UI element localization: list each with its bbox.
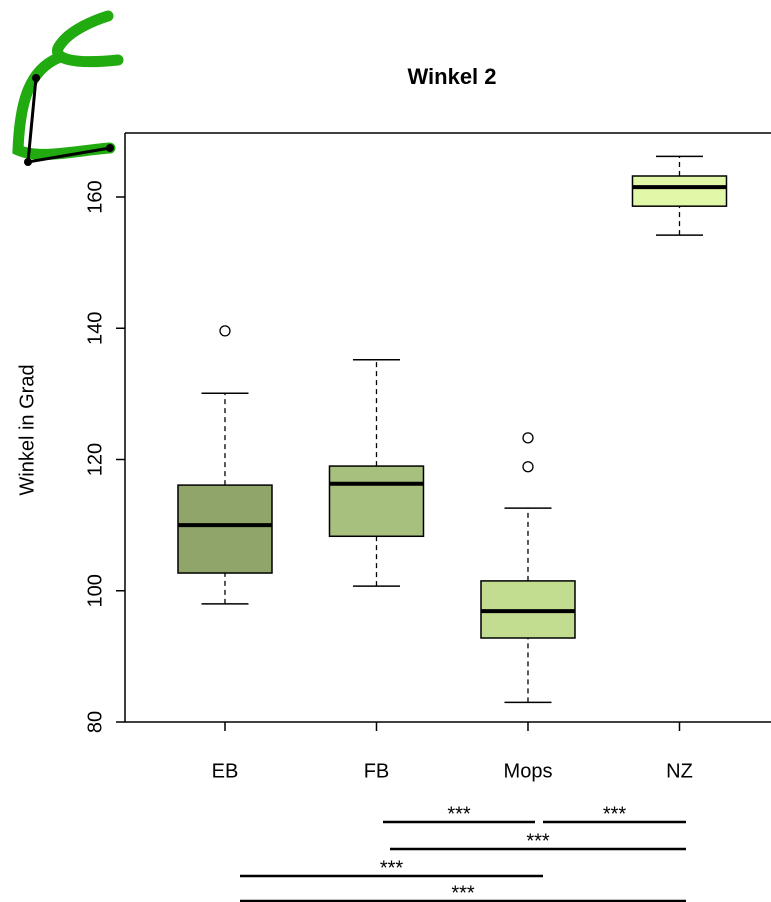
y-tick-label: 100	[84, 574, 106, 607]
y-tick-label: 160	[84, 180, 106, 213]
box	[631, 175, 728, 207]
y-tick-label: 80	[84, 711, 106, 733]
significance-label: ***	[380, 857, 404, 879]
x-tick-label: EB	[212, 760, 239, 782]
x-tick-label: NZ	[666, 760, 693, 782]
x-tick-label: Mops	[504, 760, 553, 782]
y-tick-label: 120	[84, 443, 106, 476]
significance-label: ***	[526, 830, 550, 852]
y-axis-label: Winkel in Grad	[16, 364, 38, 495]
box	[328, 465, 425, 538]
outlier	[219, 325, 231, 337]
box	[177, 484, 273, 574]
icon	[12, 10, 124, 166]
plot-frame	[124, 132, 771, 723]
x-tick-label: FB	[364, 760, 390, 782]
outlier	[522, 461, 534, 473]
significance-label: ***	[447, 803, 471, 825]
significance-label: ***	[603, 803, 627, 825]
significance-label: ***	[451, 882, 475, 902]
outlier	[522, 432, 534, 444]
chart-title: Winkel 2	[407, 64, 496, 89]
y-tick-label: 140	[84, 312, 106, 345]
